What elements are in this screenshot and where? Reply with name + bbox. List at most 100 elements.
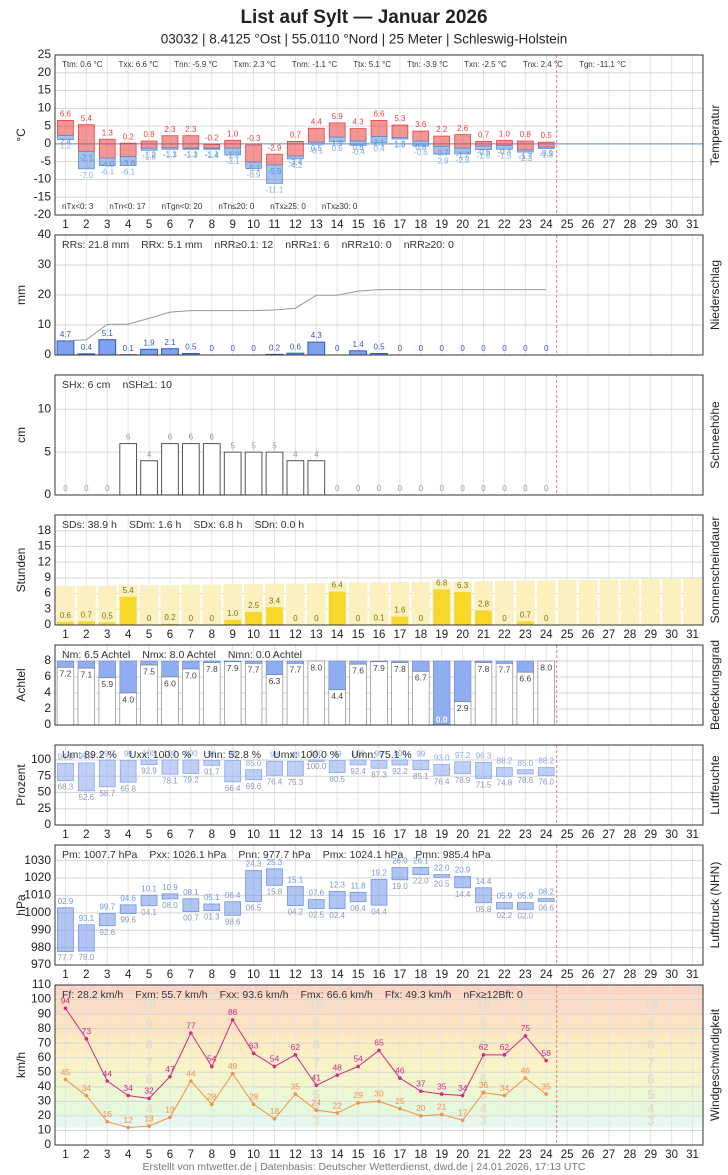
x-tick-label: 20: [456, 969, 469, 981]
value-label: 58.7: [99, 789, 115, 798]
value-label: 0: [230, 344, 235, 353]
y-tick-label: 110: [32, 977, 51, 991]
x-tick-label: 16: [373, 969, 386, 981]
range-bar: [433, 764, 451, 776]
value-label: 92.6: [99, 928, 115, 937]
x-tick-label: 16: [373, 1149, 386, 1161]
x-tick-label: 15: [352, 829, 365, 841]
y-tick-label: -15: [34, 189, 52, 203]
beaufort-label: 10: [644, 997, 658, 1012]
value-label: 54: [353, 1054, 363, 1064]
beaufort-label: 8: [480, 1037, 487, 1052]
y-tick-label: 20: [38, 287, 52, 301]
range-bar: [496, 144, 513, 150]
point: [481, 1053, 486, 1057]
chart-title: List auf Sylt — Januar 2026: [240, 7, 487, 28]
value-label: 99: [124, 750, 133, 759]
value-label: 7.8: [206, 664, 218, 674]
value-label: 2.1: [373, 139, 385, 148]
x-tick-label: 30: [665, 629, 678, 641]
value-label: -0.1: [309, 146, 323, 155]
point: [230, 1018, 235, 1022]
x-tick-label: 20: [456, 629, 469, 641]
value-label: 0: [460, 484, 465, 493]
value-label: 5: [272, 441, 277, 450]
y-tick-label: 50: [38, 1064, 52, 1078]
bar: [56, 585, 75, 625]
x-tick-label: 5: [146, 219, 152, 231]
value-label: 80.5: [329, 775, 345, 784]
value-label: 5.4: [81, 114, 93, 123]
y-tick-label: -20: [34, 207, 52, 221]
bar: [140, 460, 158, 496]
range-bar: [412, 130, 430, 142]
stat: Uxx: 100.0 %: [129, 749, 191, 761]
range-bar: [140, 759, 158, 765]
x-tick-label: 12: [289, 219, 302, 231]
cover-bar: [412, 660, 430, 672]
value-label: 99: [375, 750, 384, 759]
range-bar: [433, 874, 451, 878]
stat: Unn: 52.8 %: [203, 749, 261, 761]
range-bar: [119, 156, 137, 166]
point: [335, 1073, 339, 1077]
y-tick-label: 5: [44, 444, 51, 458]
stat: Umn: 75.1 %: [351, 749, 412, 761]
value-label: -2.9: [435, 156, 449, 165]
stat: RRs: 21.8 mm: [62, 239, 129, 251]
x-tick-label: 19: [435, 1149, 448, 1161]
value-label: 100: [184, 749, 198, 758]
value-label: -0.6: [477, 148, 491, 157]
y-tick-label: 70: [38, 1035, 52, 1049]
range-bar: [287, 886, 304, 906]
value-label: 25.3: [267, 858, 283, 867]
value-label: -1.1: [184, 150, 198, 159]
range-bar: [161, 147, 179, 150]
value-label: -5.9: [268, 167, 282, 176]
value-label: 0.1: [373, 614, 385, 623]
value-label: 0: [544, 484, 549, 493]
value-label: 100: [163, 749, 177, 758]
x-tick-label: 4: [125, 219, 132, 231]
range-bar: [161, 893, 179, 900]
cover-bar: [182, 660, 200, 670]
value-label: 92.2: [392, 767, 408, 776]
value-label: -0.4: [351, 147, 365, 156]
y-tick-label: 25: [38, 47, 52, 61]
range-bar: [266, 164, 283, 184]
y-tick-label: 30: [38, 1094, 52, 1108]
value-label: 02.2: [497, 911, 513, 920]
range-bar: [287, 760, 304, 777]
value-label: 99: [333, 750, 342, 759]
value-label: 5.4: [123, 586, 135, 595]
value-label: 99: [228, 750, 237, 759]
x-tick-label: 11: [269, 1149, 281, 1161]
value-label: 6.6: [373, 110, 385, 119]
value-label: -0.9: [539, 149, 553, 158]
range-bar: [78, 762, 95, 792]
value-label: 2.4: [60, 137, 72, 146]
value-label: 0: [523, 344, 528, 353]
value-label: 4.4: [311, 117, 323, 126]
value-label: -0.6: [414, 148, 428, 157]
x-tick-label: 11: [269, 629, 281, 641]
x-tick-label: 23: [519, 1149, 532, 1161]
line: [65, 1072, 547, 1129]
value-label: 7.5: [143, 666, 155, 676]
value-label: 30: [374, 1089, 384, 1099]
panel: 970980990100010101020103002.977.793.178.…: [14, 844, 722, 981]
cover-bar: [516, 660, 534, 673]
stat: nRR≥20: 0: [404, 239, 454, 251]
range-bar: [245, 161, 262, 169]
x-tick-label: 7: [188, 1149, 194, 1161]
stat: Ffx: 49.3 km/h: [385, 989, 452, 1001]
value-label: 0: [63, 484, 68, 493]
range-bar: [287, 155, 304, 160]
x-tick-label: 21: [477, 829, 490, 841]
bar: [557, 579, 577, 625]
point: [502, 1053, 507, 1057]
value-label: 7.7: [248, 665, 260, 675]
beaufort-label: 10: [142, 997, 156, 1012]
x-tick-label: 1: [62, 629, 68, 641]
point: [189, 1031, 193, 1035]
